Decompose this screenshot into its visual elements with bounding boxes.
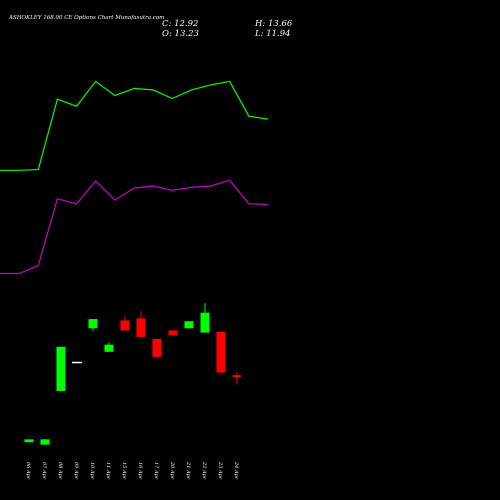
candle-11 [184, 321, 194, 329]
x-tick-label: 06 Apr [25, 462, 31, 480]
close-readout: C: 12.92 [162, 19, 198, 29]
candle-body [168, 330, 178, 336]
x-tick-label: 09 Apr [73, 462, 79, 480]
x-tick-label: 10 Apr [89, 462, 95, 480]
band-line-1 [0, 80, 269, 171]
high-value: 13.66 [268, 19, 293, 29]
candle-9 [152, 338, 162, 357]
x-tick-label: 16 Apr [137, 462, 143, 480]
candle-12 [200, 303, 210, 333]
x-tick-label: 08 Apr [57, 462, 63, 480]
candle-body [24, 439, 34, 443]
candle-14 [233, 372, 241, 385]
close-value: 12.92 [174, 19, 198, 29]
candle-body [88, 319, 98, 329]
candle-body [72, 361, 82, 364]
chart-title: ASHOKLEY 168.00 CE Options Chart Munafas… [8, 15, 164, 21]
candle-1 [24, 439, 34, 443]
candle-body [216, 331, 226, 373]
open-readout: O: 13.23 [162, 29, 199, 39]
bands-layer [0, 80, 269, 275]
low-readout: L: 11.94 [254, 29, 291, 39]
candle-body [120, 320, 130, 331]
candle-body [152, 338, 162, 357]
band-line-2 [0, 179, 269, 275]
candle-body [136, 318, 146, 337]
x-tick-label: 22 Apr [201, 461, 207, 480]
candles-layer [24, 303, 241, 445]
candle-body [56, 346, 66, 391]
candle-4 [72, 361, 82, 364]
x-axis: 06 Apr 07 Apr 08 Apr 09 Apr 10 Apr 11 Apr 15 A… [25, 461, 239, 480]
candle-7 [120, 316, 130, 331]
x-tick-label: 17 Apr [153, 462, 159, 480]
candle-3 [56, 346, 66, 391]
candle-2 [40, 439, 50, 445]
candle-5 [88, 319, 98, 332]
candle-body [40, 439, 50, 445]
high-readout: H: 13.66 [254, 19, 293, 29]
x-tick-label: 24 Apr [233, 461, 239, 480]
candle-body [200, 312, 210, 333]
candle-10 [168, 330, 178, 336]
x-tick-label: 11 Apr [105, 462, 111, 480]
x-tick-label: 23 Apr [217, 461, 223, 480]
candle-body [184, 321, 194, 329]
x-tick-label: 07 Apr [41, 462, 47, 480]
candle-body [233, 375, 241, 378]
candle-body [104, 344, 114, 352]
x-tick-label: 15 Apr [121, 462, 127, 480]
candle-8 [136, 311, 146, 337]
x-tick-label: 21 Apr [185, 461, 191, 480]
open-value: 13.23 [175, 29, 199, 39]
candle-13 [216, 331, 226, 375]
candle-6 [104, 342, 114, 352]
x-tick-label: 20 Apr [169, 461, 175, 480]
low-value: 11.94 [266, 29, 290, 39]
